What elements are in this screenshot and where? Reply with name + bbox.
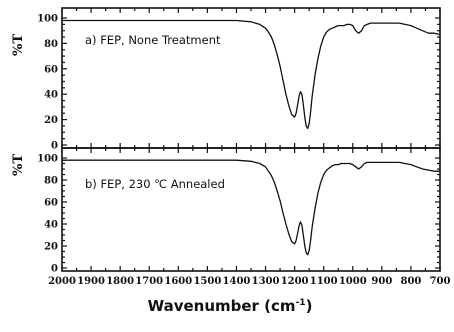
y-tick-label: 40 [44, 90, 58, 101]
x-tick-label: 900 [371, 276, 392, 287]
x-axis-label: Wavenumber (cm-1) [148, 297, 313, 315]
x-tick-label: 1600 [164, 276, 192, 287]
y-tick-label: 40 [44, 220, 58, 231]
y-tick-label: 60 [44, 64, 58, 75]
y-tick-label: 60 [44, 198, 58, 209]
spectrum-line [62, 19, 441, 130]
panel-annotation: b) FEP, 230 ℃ Annealed [85, 177, 225, 191]
y-tick-label: 100 [37, 154, 58, 165]
y-tick-label: 0 [51, 141, 58, 152]
y-tick-label: 80 [44, 176, 58, 187]
x-tick-label: 1700 [135, 276, 163, 287]
y-tick-label: 20 [44, 242, 58, 253]
panel-b: 0 20 40 60 80 100 2000 1900 1800 1700 1600 1500 1400… [11, 147, 451, 315]
x-tick-label: 1100 [310, 276, 338, 287]
x-tick-label: 1900 [77, 276, 105, 287]
y-tick-label: 0 [51, 264, 58, 275]
spectrum-line [62, 159, 440, 256]
x-tick-label: 1300 [252, 276, 280, 287]
plot-frame [61, 147, 441, 272]
y-tick-label: 20 [44, 115, 58, 126]
y-tick-label: 100 [37, 14, 58, 25]
x-tick-label: 700 [430, 276, 451, 287]
panel-annotation: a) FEP, None Treatment [85, 33, 221, 47]
x-tick-label: 1500 [193, 276, 221, 287]
y-tick-label: 80 [44, 39, 58, 50]
panel-a: 0 20 40 60 80 100 %T a) FEP, None Treatment [11, 7, 441, 152]
plot-frame [61, 7, 441, 149]
x-tick-label: 1000 [339, 276, 367, 287]
y-axis-label: %T [11, 154, 26, 176]
x-tick-label: 1200 [281, 276, 309, 287]
y-axis-label: %T [11, 34, 26, 56]
x-tick-label: 1800 [106, 276, 134, 287]
x-tick-label: 1400 [223, 276, 251, 287]
x-tick-label: 800 [400, 276, 421, 287]
x-tick-label: 2000 [48, 276, 76, 287]
